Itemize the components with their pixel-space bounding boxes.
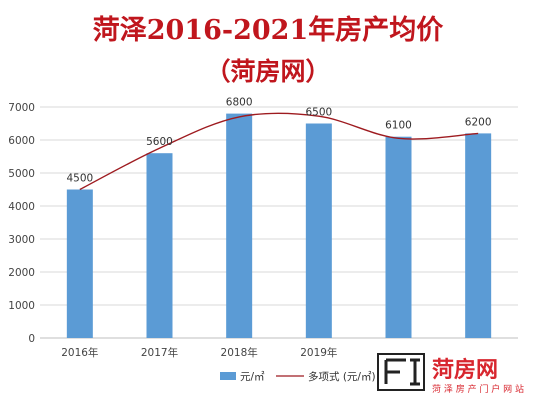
bar bbox=[305, 123, 332, 338]
data-label: 6100 bbox=[385, 120, 412, 132]
y-tick-label: 0 bbox=[28, 333, 35, 345]
bar bbox=[146, 153, 173, 338]
y-axis: 0 1000 2000 3000 4000 5000 6000 7000 bbox=[8, 102, 35, 345]
x-tick-label: 2018年 bbox=[221, 346, 258, 359]
data-label: 6500 bbox=[305, 107, 332, 119]
chart-subtitle: （菏房网） bbox=[205, 57, 331, 86]
chart-title: 菏泽2016-2021年房产均价 bbox=[92, 15, 444, 46]
y-tick-label: 5000 bbox=[8, 168, 35, 180]
x-axis: 2016年 2017年 2018年 2019年 bbox=[61, 346, 337, 359]
logo-mark-letters bbox=[384, 358, 420, 386]
legend-line-label: 多项式 (元/㎡) bbox=[308, 370, 376, 383]
gridlines bbox=[40, 106, 518, 339]
y-tick-label: 7000 bbox=[8, 102, 35, 114]
legend-bar-swatch bbox=[220, 372, 236, 380]
y-tick-label: 2000 bbox=[8, 267, 35, 279]
trend-line bbox=[79, 112, 479, 191]
data-label: 6200 bbox=[465, 116, 492, 128]
bar bbox=[226, 113, 253, 338]
bar bbox=[465, 133, 492, 338]
x-tick-label: 2019年 bbox=[300, 346, 337, 359]
bar bbox=[66, 189, 93, 338]
y-tick-label: 4000 bbox=[8, 201, 35, 213]
x-tick-label: 2017年 bbox=[141, 346, 178, 359]
y-tick-label: 6000 bbox=[8, 135, 35, 147]
bars bbox=[66, 113, 492, 338]
logo-brand: 菏房网 bbox=[432, 357, 498, 383]
data-label: 4500 bbox=[66, 173, 93, 185]
y-tick-label: 1000 bbox=[8, 300, 35, 312]
data-labels: 4500 5600 6800 6500 6100 6200 bbox=[66, 97, 491, 185]
legend: 元/㎡ 多项式 (元/㎡) bbox=[220, 370, 376, 383]
x-tick-label: 2016年 bbox=[61, 346, 98, 359]
logo-tagline: 菏 泽 房 产 门 户 网 站 bbox=[432, 383, 524, 395]
data-label: 6800 bbox=[226, 97, 253, 109]
data-label: 5600 bbox=[146, 136, 173, 148]
y-tick-label: 3000 bbox=[8, 234, 35, 246]
trend-line-path bbox=[79, 112, 479, 191]
bar bbox=[385, 136, 412, 338]
legend-bar-label: 元/㎡ bbox=[240, 371, 265, 383]
site-logo: 菏房网 菏 泽 房 产 门 户 网 站 bbox=[377, 353, 524, 395]
